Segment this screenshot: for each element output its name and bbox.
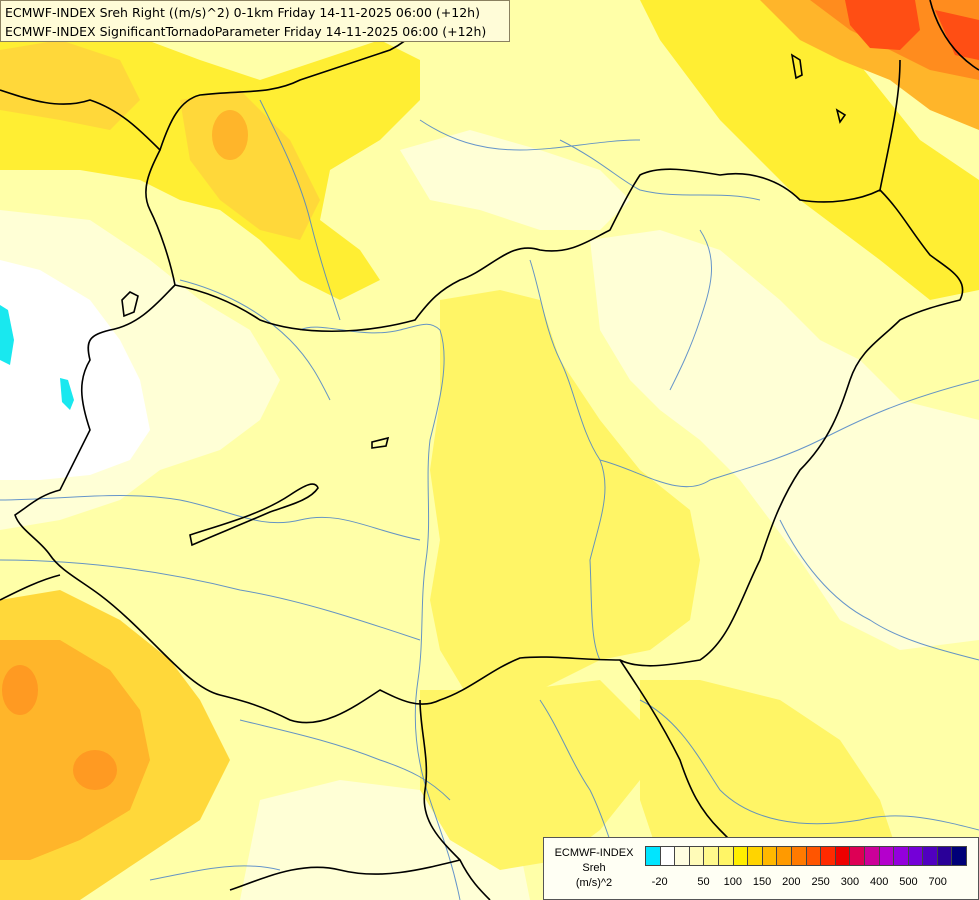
legend-swatch-4: [703, 846, 718, 866]
legend-tick-label: 150: [752, 876, 772, 888]
legend-source: ECMWF-INDEX: [554, 847, 634, 859]
legend-variable: Sreh: [582, 862, 606, 874]
field-cyan-1: [0, 305, 14, 365]
title-line-1: ECMWF-INDEX Sreh Right ((m/s)^2) 0-1km F…: [5, 5, 480, 20]
field-pale-south: [240, 780, 530, 900]
legend-tick-label: 300: [840, 876, 860, 888]
legend-tick-label: 50: [697, 876, 710, 888]
legend-swatch-3: [688, 846, 704, 866]
rivers: [0, 99, 979, 900]
legend-swatch-8: [761, 846, 777, 866]
legend-swatch-16: [878, 846, 894, 866]
legend-swatch-0: [645, 846, 660, 866]
field-yellow-sw: [420, 680, 640, 870]
field-gold-north-2: [640, 0, 979, 300]
legend-swatch-21: [951, 846, 968, 866]
legend-swatch-11: [805, 846, 821, 866]
color-legend: ECMWF-INDEX Sreh (m/s)^2 -20 50 100 150 200 2…: [543, 837, 979, 900]
legend-tick-label: 700: [928, 876, 947, 888]
field-white-west: [0, 260, 150, 480]
legend-swatch-12: [820, 846, 835, 866]
legend-tick-label: 100: [723, 876, 742, 888]
legend-swatch-6: [732, 846, 748, 866]
legend-swatch-5: [717, 846, 733, 866]
field-sw-spot: [73, 750, 117, 790]
legend-swatch-7: [747, 846, 762, 866]
legend-swatch-15: [863, 846, 879, 866]
legend-swatch-18: [907, 846, 923, 866]
field-ne-red-2: [935, 10, 979, 60]
map-title-box: ECMWF-INDEX Sreh Right ((m/s)^2) 0-1km F…: [0, 0, 510, 42]
field-orange-nw: [0, 40, 140, 130]
field-sw-spot-2: [2, 665, 38, 715]
legend-swatch-17: [893, 846, 908, 866]
title-line-2: ECMWF-INDEX SignificantTornadoParameter …: [5, 24, 487, 39]
legend-tick-label: 250: [811, 876, 830, 888]
legend-tick-label: 200: [782, 876, 801, 888]
legend-swatch-19: [922, 846, 937, 866]
legend-caption: ECMWF-INDEX Sreh (m/s)^2: [548, 846, 640, 891]
legend-tick-label: 400: [869, 876, 889, 888]
field-ne-red: [845, 0, 920, 50]
legend-swatch-2: [674, 846, 689, 866]
legend-swatches: [645, 846, 968, 866]
legend-ticks: -20 50 100 150 200 250 300 400 500 700: [645, 876, 967, 890]
legend-tick-label: 500: [899, 876, 918, 888]
legend-swatch-14: [849, 846, 864, 866]
legend-swatch-20: [936, 846, 952, 866]
field-pale-north: [400, 130, 630, 230]
field-orange-spot-n: [212, 110, 248, 160]
legend-unit: (m/s)^2: [575, 877, 613, 889]
field-yellow-central: [430, 290, 700, 700]
legend-swatch-1: [659, 846, 675, 866]
field-pale-east: [590, 230, 979, 650]
legend-tick-label: -20: [651, 876, 668, 888]
field-cyan-2: [60, 378, 74, 410]
legend-swatch-10: [790, 846, 806, 866]
legend-swatch-9: [776, 846, 791, 866]
legend-swatch-13: [834, 846, 850, 866]
